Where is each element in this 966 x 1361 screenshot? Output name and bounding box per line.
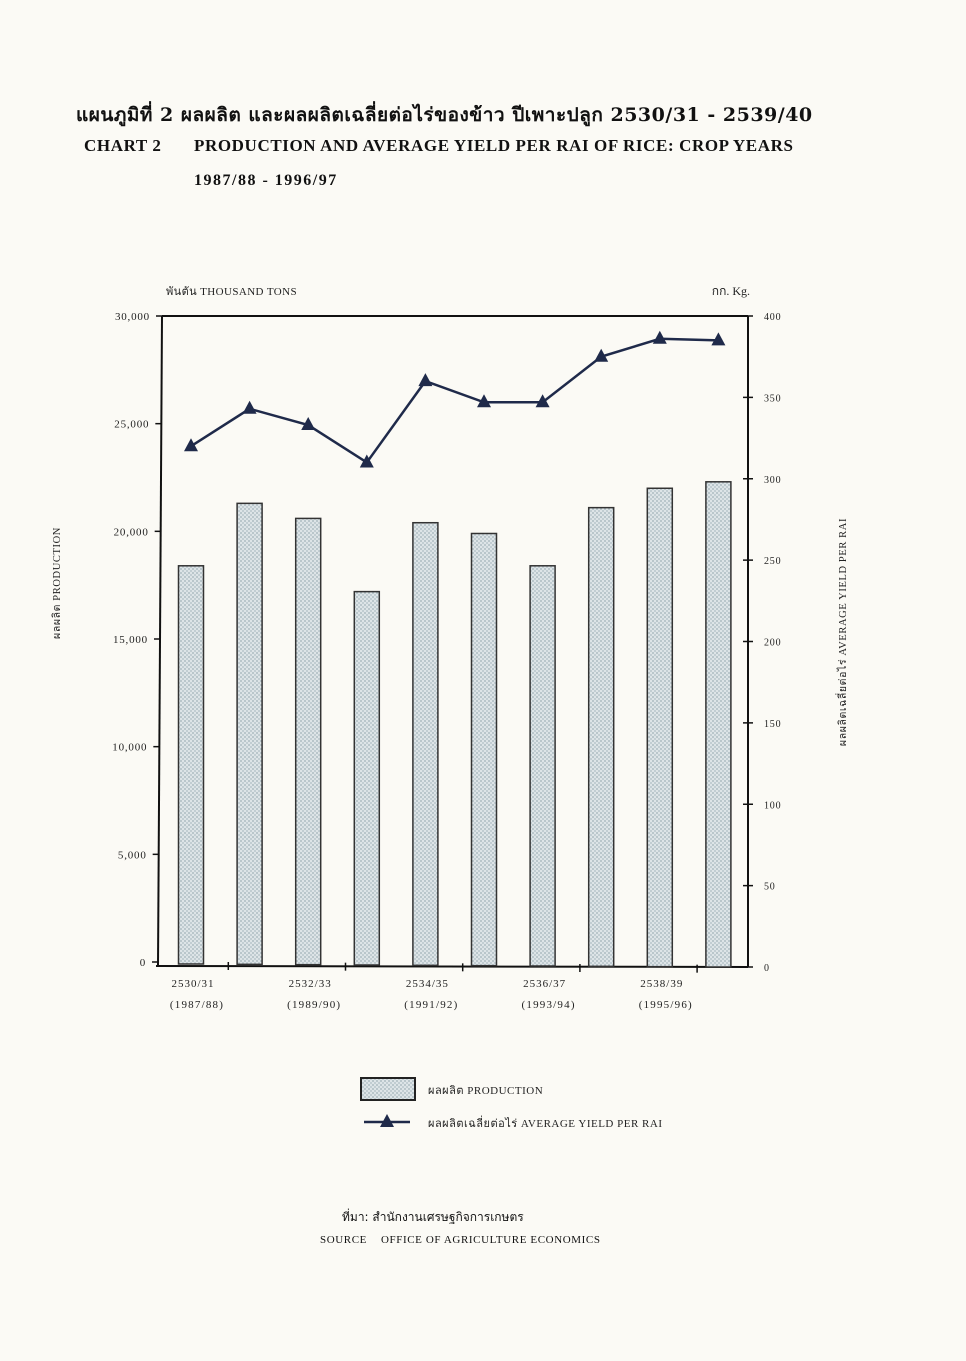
yield-marker (652, 330, 667, 344)
right-tick-label: 400 (764, 312, 781, 323)
yield-marker (184, 438, 198, 452)
right-axis-title: ผลผลิตเฉลี่ยต่อไร่ AVERAGE YIELD PER RAI (835, 518, 849, 746)
yield-marker (301, 417, 316, 431)
left-axis-line (157, 315, 163, 967)
right-tick-label: 350 (764, 393, 781, 404)
production-bar (529, 565, 556, 967)
yield-marker (594, 348, 609, 362)
yield-marker (477, 394, 491, 408)
right-tick-label: 200 (764, 638, 781, 649)
source-thai: ที่มา: สำนักงานเศรษฐกิจการเกษตร (342, 1210, 524, 1224)
chart-legend: ผลผลิต PRODUCTION ผลผลิตเฉลี่ยต่อไร่ AVER… (360, 1077, 662, 1130)
source-english: SOURCE OFFICE OF AGRICULTURE ECONOMICS (320, 1234, 601, 1246)
x-tick-label-en: (1987/88) (170, 999, 224, 1011)
legend-bar-label: ผลผลิต PRODUCTION (428, 1085, 543, 1097)
legend-bar-swatch (360, 1077, 416, 1101)
right-tick-label: 50 (764, 882, 776, 893)
yield-marker (711, 332, 726, 346)
x-tick-label-th: 2536/37 (523, 978, 566, 990)
production-bar (587, 506, 615, 968)
x-tick-label-th: 2538/39 (640, 978, 683, 990)
line-series (184, 330, 726, 468)
left-axis-title: ผลผลิต PRODUCTION (51, 527, 63, 639)
chart-title-english: CHART 2 PRODUCTION AND AVERAGE YIELD PER … (84, 136, 794, 156)
chart-number: CHART 2 (84, 136, 162, 155)
source-text: OFFICE OF AGRICULTURE ECONOMICS (381, 1234, 601, 1246)
left-tick-label: 10,000 (112, 742, 147, 754)
yield-marker (418, 373, 433, 387)
production-bar (177, 565, 205, 965)
x-tick-label-th: 2532/33 (289, 978, 332, 990)
axis-labels: 0 5,000 10,000 15,000 20,000 25,000 30,000 0 50 1… (51, 284, 849, 1011)
x-tick-label-th: 2530/31 (171, 978, 214, 990)
chart-axes (152, 315, 753, 973)
left-tick-label: 25,000 (114, 419, 149, 431)
yield-marker (359, 454, 374, 468)
x-tick-label-en: (1993/94) (522, 999, 576, 1011)
x-tick-label-en: (1991/92) (404, 999, 458, 1011)
yield-marker (535, 394, 550, 408)
right-tick-label: 250 (764, 556, 781, 567)
production-bar (646, 487, 674, 968)
x-tick-label-en: (1989/90) (287, 999, 341, 1011)
production-bar (412, 521, 439, 967)
left-unit-label: พันตัน THOUSAND TONS (166, 286, 297, 298)
x-tick-label-th: 2534/35 (406, 978, 449, 990)
chart-title-years: 1987/88 - 1996/97 (194, 172, 338, 189)
left-tick-label: 15,000 (113, 634, 148, 646)
right-tick-label: 0 (764, 963, 770, 974)
right-tick-label: 100 (764, 800, 781, 811)
legend-line-label: ผลผลิตเฉลี่ยต่อไร่ AVERAGE YIELD PER RAI (428, 1115, 662, 1130)
production-bar (294, 517, 322, 966)
yield-line (190, 337, 719, 465)
x-tick-label-en: (1995/96) (639, 999, 693, 1011)
left-tick-label: 30,000 (115, 311, 150, 323)
right-tick-label: 300 (764, 475, 781, 486)
production-bar (353, 590, 381, 966)
source-label: SOURCE (320, 1234, 367, 1246)
right-tick-label: 150 (764, 719, 781, 730)
production-bar (470, 532, 498, 967)
yield-marker (242, 400, 257, 414)
production-bar (236, 502, 263, 966)
chart-title-text: PRODUCTION AND AVERAGE YIELD PER RAI OF … (194, 136, 794, 155)
chart-title-thai: แผนภูมิที่ 2 ผลผลิต และผลผลิตเฉลี่ยต่อไร… (76, 104, 813, 126)
left-tick-label: 5,000 (118, 849, 147, 861)
left-tick-label: 20,000 (114, 526, 149, 538)
legend-line-marker (380, 1114, 394, 1127)
production-bar (705, 481, 732, 968)
bar-series (177, 481, 732, 968)
right-unit-label: กก. Kg. (712, 284, 750, 298)
left-tick-label: 0 (140, 957, 146, 969)
